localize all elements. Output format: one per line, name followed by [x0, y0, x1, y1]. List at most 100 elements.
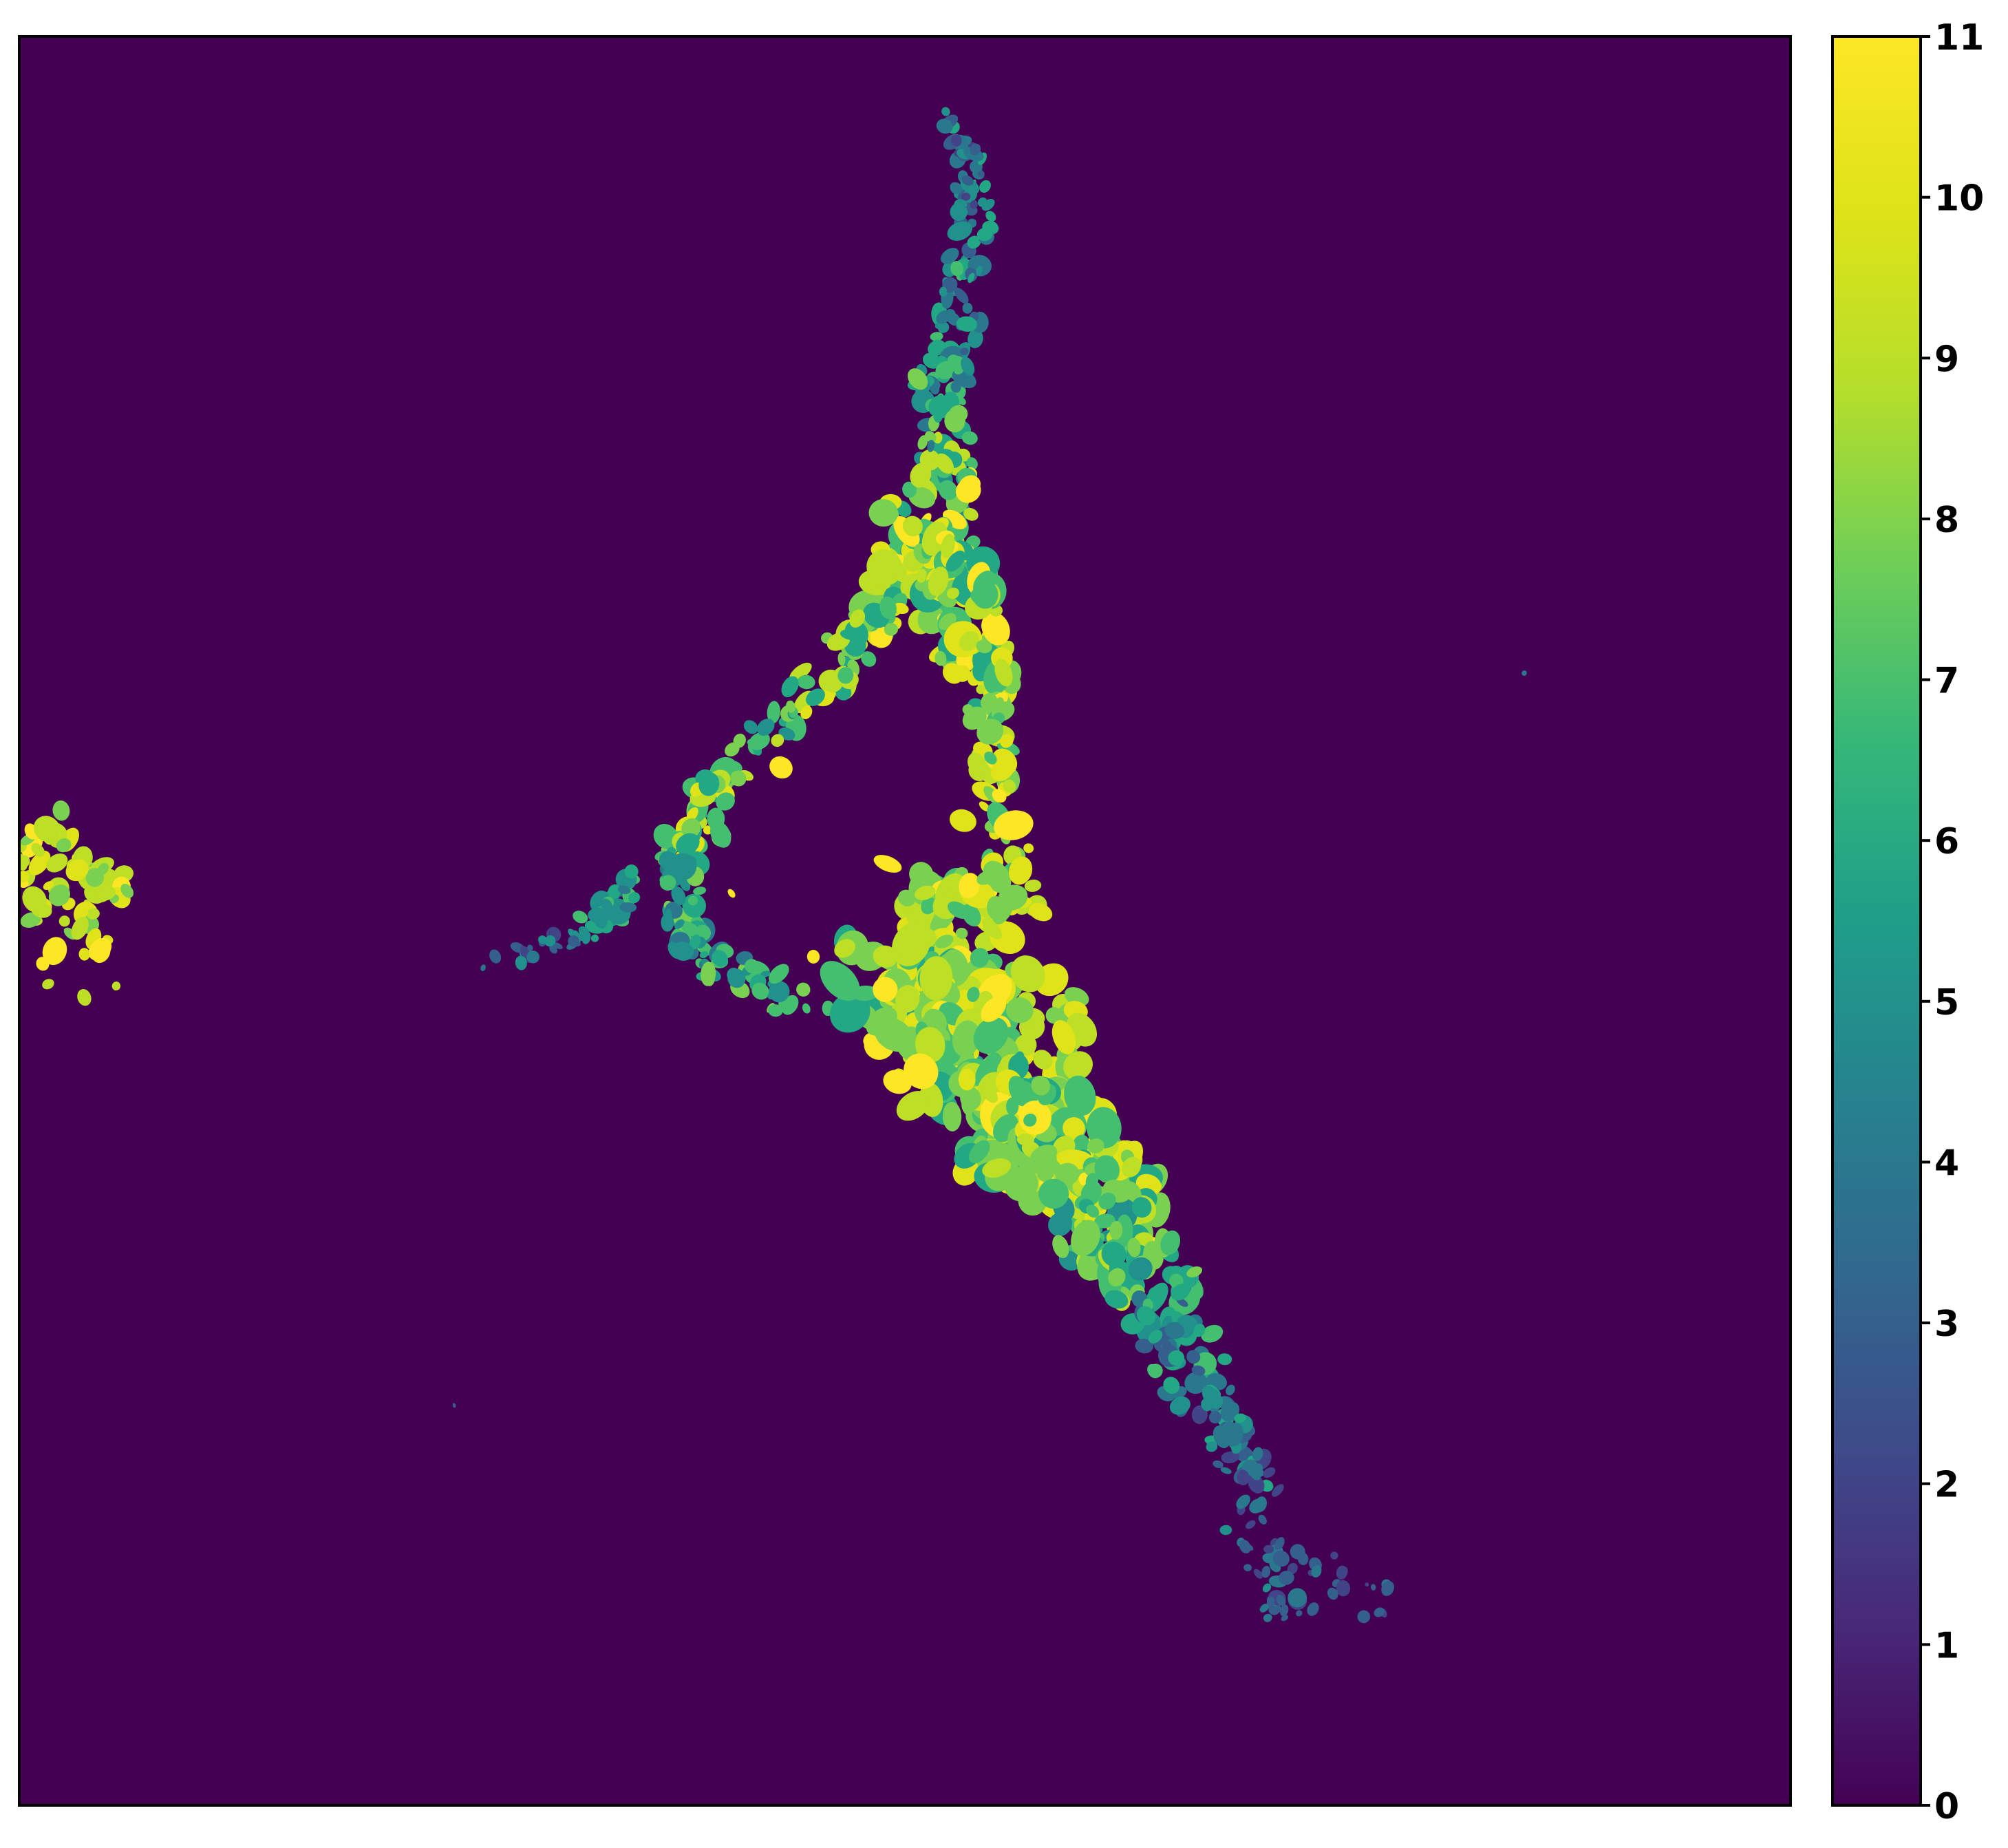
mitochondria-blob	[896, 1091, 930, 1121]
mitochondria-blob	[1281, 1615, 1289, 1622]
mitochondria-blob	[915, 885, 936, 900]
mitochondria-blob	[1012, 1051, 1025, 1071]
mitochondria-blob	[659, 875, 676, 891]
mitochondria-blob	[976, 685, 985, 694]
mitochondria-blob	[941, 248, 959, 264]
mitochondria-blob	[873, 855, 902, 873]
mitochondria-blob	[1220, 1403, 1237, 1422]
mitochondria-blob	[1016, 1134, 1034, 1146]
mitochondria-blob	[949, 809, 976, 832]
mitochondria-blob	[866, 1006, 897, 1036]
mitochondria-blob	[1219, 1525, 1232, 1536]
mitochondria-blob	[1122, 1156, 1142, 1178]
mitochondria-blob	[593, 907, 608, 929]
mitochondria-blob	[934, 650, 947, 666]
mitochondria-blob	[968, 273, 975, 284]
mitochondria-blob	[992, 789, 1007, 803]
mitochondria-blob	[1160, 1230, 1181, 1255]
mitochondria-blob	[1288, 1588, 1307, 1608]
mitochondria-blob	[893, 602, 909, 615]
mitochondria-blob	[568, 935, 579, 947]
mitochondria-blob	[962, 302, 973, 314]
mitochondria-blob	[727, 968, 746, 988]
mitochondria-blob	[1169, 1396, 1190, 1415]
mitochondria-blob	[818, 669, 844, 693]
colorbar-tick-label: 10	[1934, 178, 1984, 220]
mitochondria-blob	[1243, 1564, 1252, 1572]
mitochondria-blob	[1031, 1075, 1051, 1096]
mitochondria-blob	[928, 394, 951, 417]
mitochondria-blob	[1276, 1594, 1286, 1606]
mitochondria-blob	[680, 920, 701, 938]
mitochondria-blob	[938, 480, 958, 500]
mitochondria-blob	[956, 316, 978, 332]
mitochondria-blob	[78, 948, 90, 961]
mitochondria-blob	[600, 898, 612, 911]
mitochondria-blob	[452, 1403, 456, 1408]
mitochondria-blob	[1191, 1405, 1208, 1424]
mitochondria-blob	[1009, 856, 1033, 885]
mitochondria-blob	[1171, 1284, 1190, 1301]
mitochondria-blob	[1263, 1467, 1276, 1478]
colorbar-tick-label: 5	[1934, 982, 1959, 1023]
mitochondria-blob	[515, 955, 527, 970]
mitochondria-blob	[994, 659, 1013, 687]
mitochondria-blob	[768, 1004, 783, 1017]
mitochondria-blob	[1014, 1081, 1035, 1101]
mitochondria-blob	[866, 549, 903, 586]
mitochondria-blob	[981, 198, 995, 211]
mitochondria-blob	[935, 935, 954, 948]
mitochondria-blob	[959, 631, 979, 652]
mitochondria-blob	[924, 431, 937, 443]
mitochondria-blob	[958, 1068, 976, 1091]
mitochondria-blob	[851, 985, 879, 1001]
mitochondria-blob	[1104, 1290, 1129, 1309]
mitochondria-blob	[690, 934, 701, 950]
mitochondria-blob	[730, 770, 747, 787]
mitochondria-blob	[1290, 1544, 1305, 1560]
mitochondria-blob	[933, 410, 943, 423]
mitochondria-blob	[619, 902, 637, 913]
mitochondria-blob	[1336, 1565, 1347, 1580]
colorbar-tick-label: 9	[1934, 339, 1959, 380]
mitochondria-blob	[1249, 1498, 1265, 1514]
mitochondria-blob	[950, 202, 968, 222]
mitochondria-blob	[727, 889, 736, 898]
mitochondria-blob	[936, 118, 953, 134]
mitochondria-blob	[0, 832, 17, 849]
mitochondria-blob	[1063, 1051, 1093, 1081]
mitochondria-blob	[1259, 1604, 1269, 1613]
mitochondria-blob	[863, 1032, 876, 1047]
mitochondria-blob	[120, 884, 134, 898]
mitochondria-blob	[1336, 1580, 1351, 1597]
mitochondria-blob	[1136, 1306, 1156, 1326]
mitochondria-blob	[950, 182, 963, 194]
mitochondria-blob	[0, 835, 18, 857]
mitochondria-blob	[806, 688, 825, 706]
mitochondria-blob	[1521, 670, 1527, 676]
mitochondria-blob	[9, 864, 19, 877]
mitochondria-blob	[941, 107, 950, 116]
mitochondria-blob	[1052, 1235, 1069, 1258]
mitochondria-blob	[954, 665, 971, 682]
mitochondria-blob	[757, 719, 775, 736]
mitochondria-blob	[701, 962, 716, 986]
mitochondria-blob	[1071, 1220, 1100, 1256]
mitochondria-blob	[1072, 1134, 1089, 1154]
mitochondria-blob	[88, 937, 112, 961]
mitochondria-blob	[1148, 1330, 1163, 1343]
cell-structures	[0, 107, 1527, 1624]
mitochondria-blob	[968, 1140, 990, 1164]
mitochondria-blob	[1023, 843, 1034, 853]
mitochondria-blob	[699, 951, 709, 959]
mitochondria-blob	[976, 265, 983, 276]
mitochondria-blob	[1098, 1192, 1116, 1210]
mitochondria-blob	[940, 533, 955, 558]
mitochondria-blob	[979, 801, 990, 811]
mitochondria-blob	[907, 368, 928, 390]
mitochondria-blob	[1246, 1520, 1256, 1529]
mitochondria-blob	[982, 1158, 1012, 1178]
mitochondria-blob	[961, 903, 981, 927]
mitochondria-blob	[1135, 1338, 1153, 1354]
mitochondria-blob	[1208, 1411, 1222, 1424]
